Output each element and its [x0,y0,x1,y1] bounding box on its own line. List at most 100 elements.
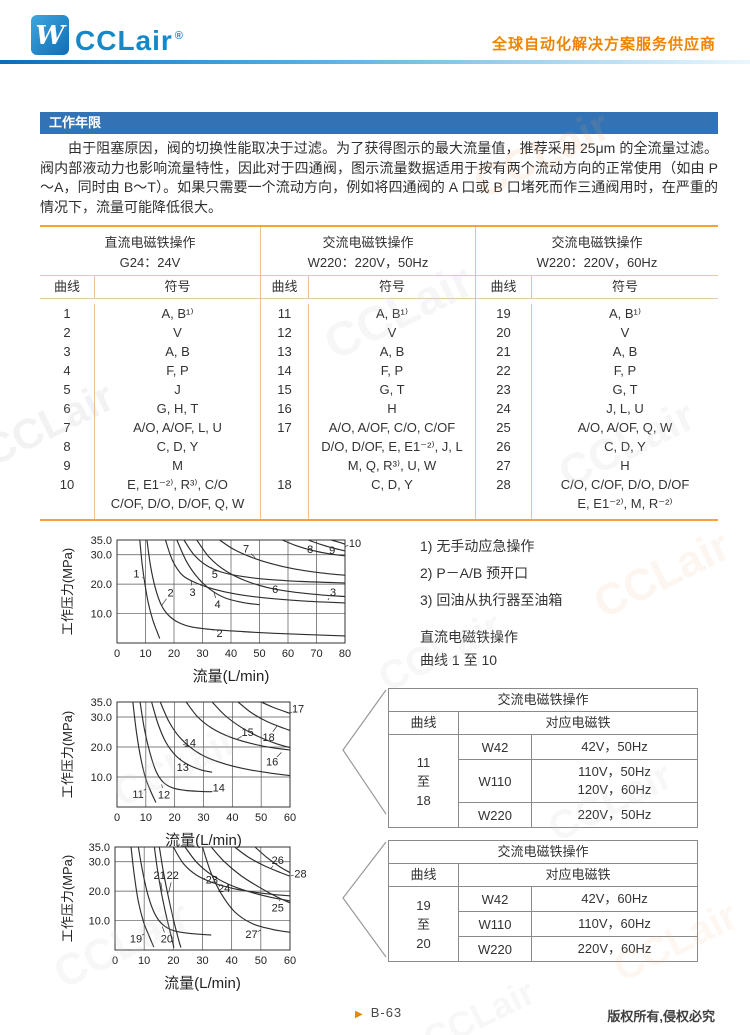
solenoid-spec-line: 110V，60Hz [578,916,651,931]
svg-text:35.0: 35.0 [91,697,112,709]
symbol-line: D/O, D/OF, E, E1⁻²⁾, J, L [321,439,463,454]
side-table-header: 曲线 对应电磁铁 [389,712,697,735]
svg-text:5: 5 [212,569,218,581]
curve-number: 26 [476,437,532,456]
curve-symbol-group: 交流电磁铁操作 W220：220V，50Hz 曲线 符号 11 A, B¹⁾ 12 V 13 A,… [260,227,475,519]
symbol-line: E, E1⁻²⁾, R³⁾, C/O [127,477,228,492]
svg-text:0: 0 [114,648,120,660]
svg-text:25: 25 [272,902,284,914]
brand-name: CCLair [75,25,173,56]
curve-range-line: 20 [416,935,431,951]
solenoid-code: W220 [478,941,512,957]
table-row: 27 H [476,456,718,475]
table-row: 24 J, L, U [476,399,718,418]
svg-text:24: 24 [218,883,230,895]
curve-symbol-group: 交流电磁铁操作 W220：220V，60Hz 曲线 符号 19 A, B¹⁾ 20 V 21 A,… [475,227,718,519]
page-header: W CCLair ® 全球自动化解决方案服务供应商 [0,0,750,60]
symbol-line: V [173,325,182,340]
curve-number: 13 [261,342,309,361]
solenoid-code: W220 [478,807,512,823]
symbol-cell: A, B¹⁾ [95,304,260,323]
curve-number: 5 [40,380,95,399]
curve-13 [151,701,213,773]
symbol-line: G, T [379,382,405,397]
brand-logo: W CCLair ® [30,14,183,56]
svg-text:0: 0 [112,955,118,967]
column-header-row: 曲线 符号 [40,275,260,299]
group-header: 交流电磁铁操作 W220：220V，60Hz [476,227,718,275]
table-row: 6 G, H, T [40,399,260,418]
symbol-cell: C, D, Y [309,475,475,494]
solenoid-spec: 220V，50Hz [531,803,697,827]
curve-number: 17 [261,418,309,475]
curve-number: 1 [40,304,95,323]
symbol-line: G, T [612,382,638,397]
intro-paragraph: 由于阻塞原因，阀的切换性能取决于过滤。为了获得图示的最大流量值，推荐采用 25μ… [40,140,718,215]
svg-text:20: 20 [169,812,181,824]
curve-number: 28 [476,475,532,513]
svg-text:10: 10 [138,955,150,967]
svg-text:20: 20 [161,934,173,946]
curve-number: 19 [476,304,532,323]
curve-8 [282,539,346,557]
table-row: 11 A, B¹⁾ [261,304,475,323]
curve-26 [234,846,291,877]
filler-row [476,513,718,519]
symbol-line: C, D, Y [371,477,413,492]
symbol-line: E, E1⁻²⁾, M, R⁻²⁾ [577,496,673,511]
chart-canvas: 0 10 20 30 40 50 60 70 80 10.0 20.0 30.0 35.0 1 2 2 3 3 4 5… [60,535,361,685]
solenoid-spec-line: 220V，60Hz [577,941,652,956]
curve-range-line: 11 [416,754,431,770]
svg-text:70: 70 [310,648,322,660]
symbol-cell: J, L, U [532,399,718,418]
solenoid-spec: 110V，50Hz 120V，60Hz [531,760,697,802]
symbol-cell: A, B [95,342,260,361]
svg-text:35.0: 35.0 [89,842,110,854]
symbol-line: J [174,382,181,397]
curve-number: 11 [261,304,309,323]
curve-number: 15 [261,380,309,399]
symbol-cell: A, B [532,342,718,361]
y-axis-label: 工作压力(MPa) [60,548,75,635]
watermark-text: CCLair [416,971,541,1035]
page-marker-icon: ▶ [355,1009,364,1020]
table-row: 7 A/O, A/OF, L, U [40,418,260,437]
group-body: 19 A, B¹⁾ 20 V 21 A, B 22 F, P 23 G, T 24 J, L, U 25… [476,299,718,519]
svg-text:60: 60 [282,648,294,660]
solenoid-row: W110 110V，60Hz [459,912,697,937]
symbol-cell: V [309,323,475,342]
solenoid-row: W220 220V，60Hz [459,937,697,961]
symbol-cell: H [309,399,475,418]
group-voltage-subtitle: W220：220V，50Hz [307,255,429,270]
symbol-line: C, D, Y [604,439,646,454]
symbol-line: A, B [379,344,405,359]
table-row: 20 V [476,323,718,342]
symbol-cell: C, D, Y [95,437,260,456]
section-title-bar: 工作年限 [40,112,718,134]
svg-text:W: W [35,21,67,51]
svg-text:10: 10 [139,648,151,660]
curve-4 [176,539,260,606]
footnotes: 1) 无手动应急操作 2) P－A/B 预开口 3) 回油从执行器至油箱 [420,533,562,614]
curve-1 [139,539,161,639]
curve-14 [159,701,291,777]
table-row: 16 H [261,399,475,418]
left-chevron-icon [342,841,387,958]
svg-text:9: 9 [329,545,335,557]
table-row: 13 A, B [261,342,475,361]
svg-text:30.0: 30.0 [91,550,112,562]
symbol-column-header: 符号 [378,279,405,294]
symbol-column-header: 符号 [611,279,638,294]
page-number: ▶ B-63 [355,1005,402,1020]
solenoid-header-cell: 对应电磁铁 [545,867,611,882]
svg-text:13: 13 [177,762,189,774]
table-row: 15 G, T [261,380,475,399]
curve-number: 27 [476,456,532,475]
symbol-cell: G, H, T [95,399,260,418]
symbol-line: A, B¹⁾ [375,306,409,321]
svg-text:10: 10 [349,538,361,550]
symbol-cell: F, P [532,361,718,380]
curve-number: 10 [40,475,95,513]
symbol-line: F, P [613,363,637,378]
